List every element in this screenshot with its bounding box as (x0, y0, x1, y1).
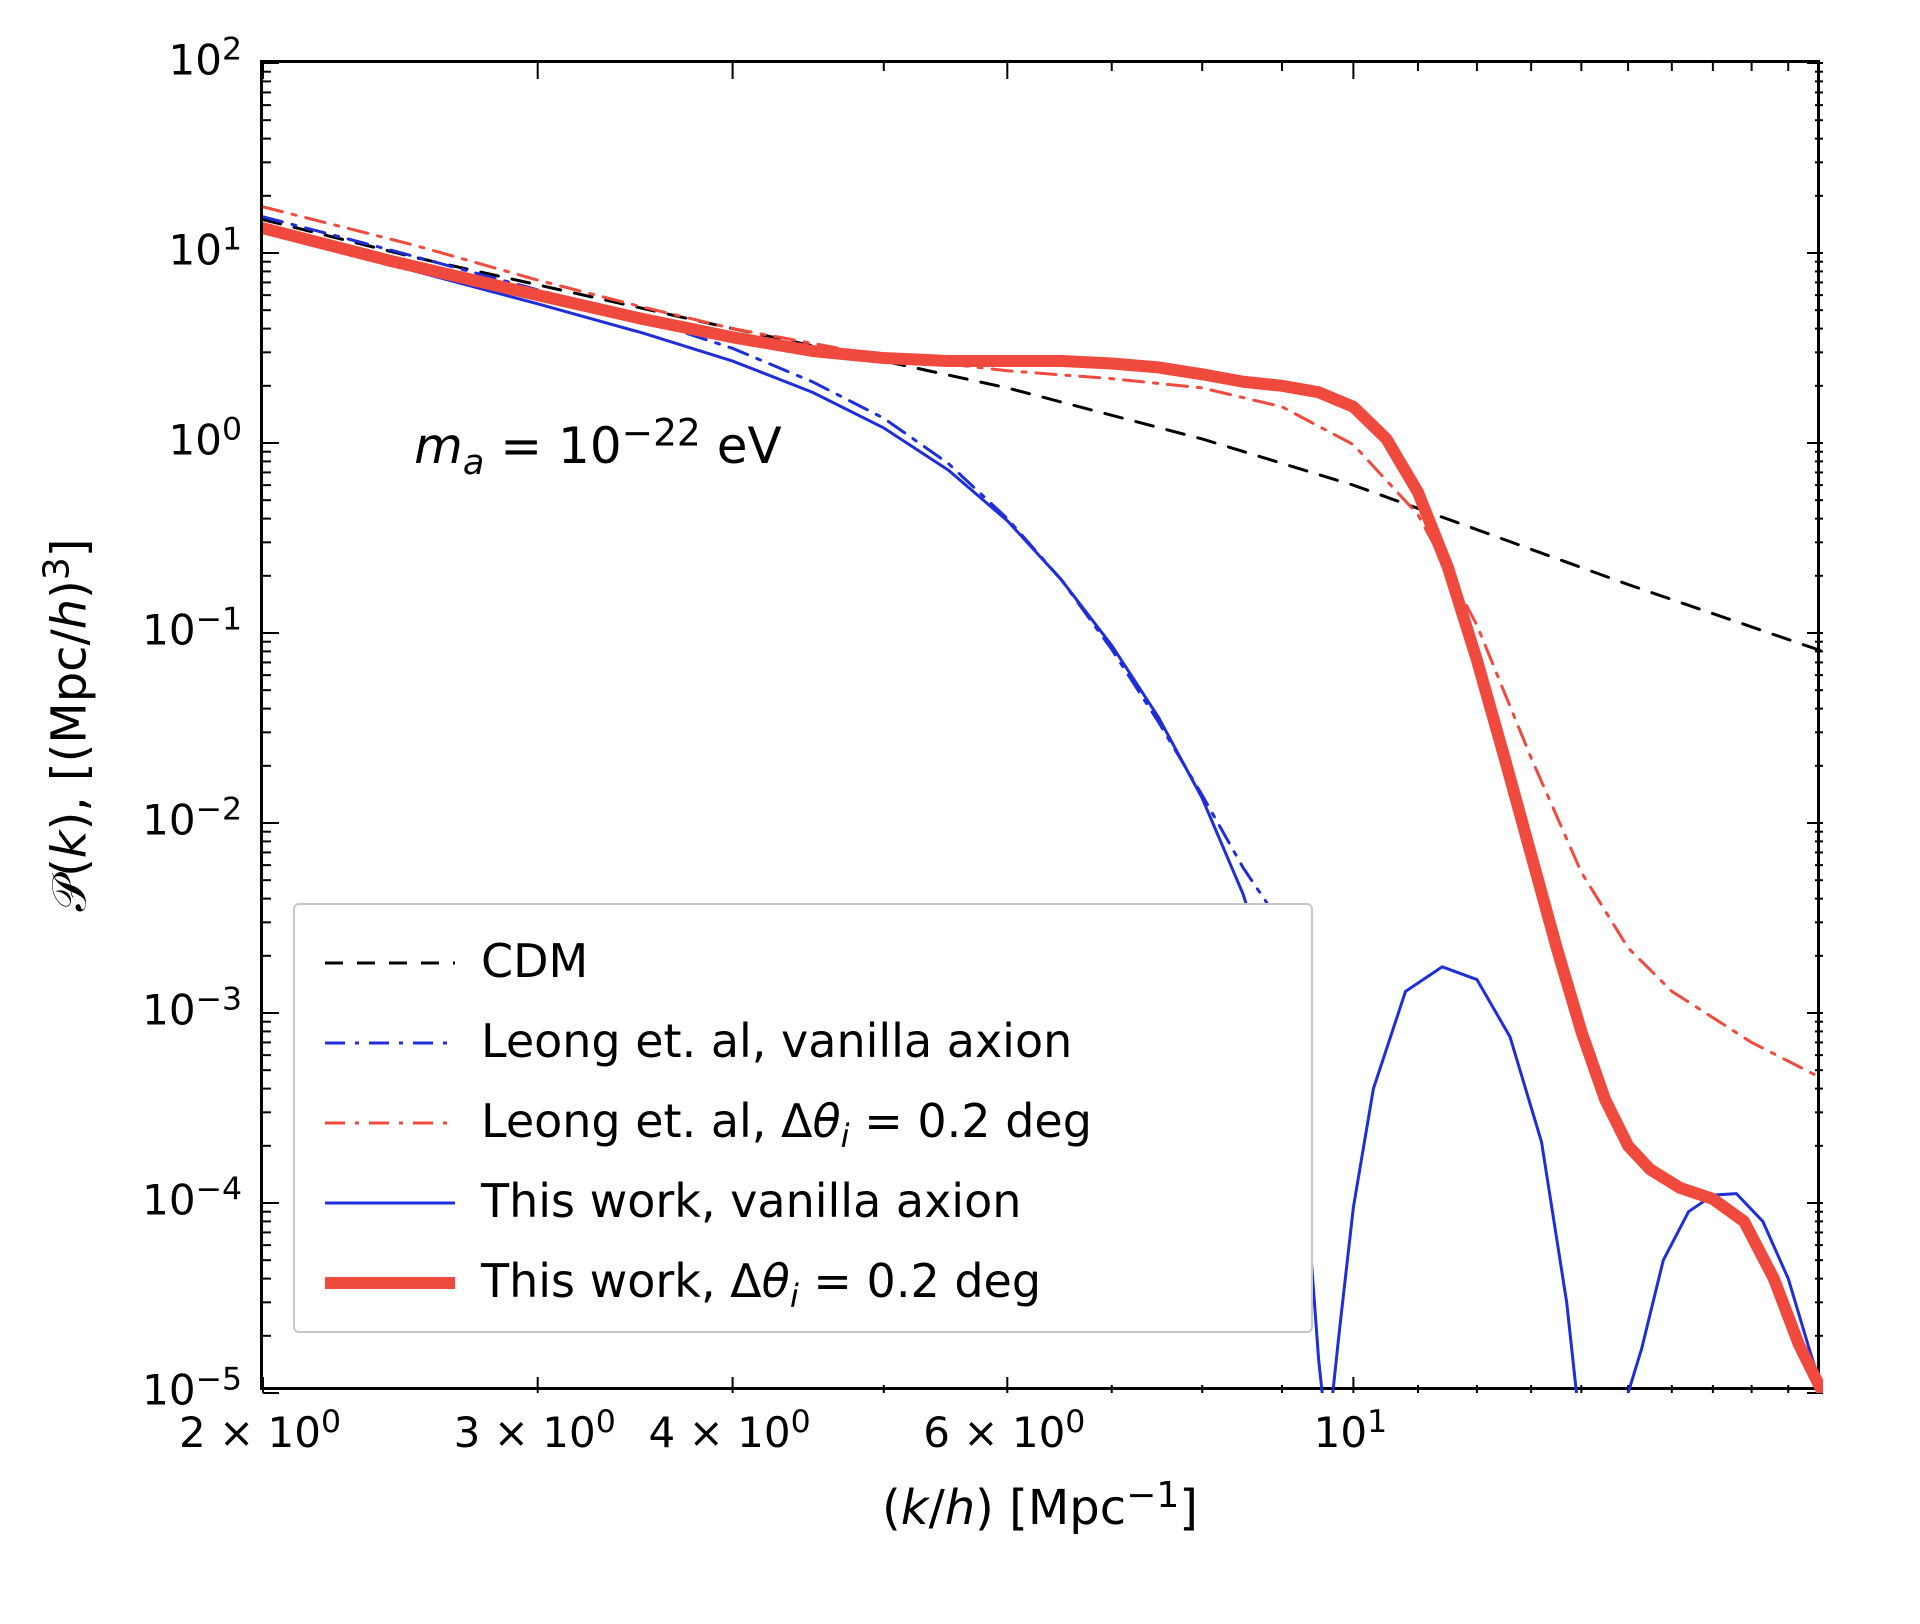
legend-entry-label: Leong et. al, Δθi = 0.2 deg (481, 1094, 1092, 1155)
x-tick-label: 101 (1314, 1408, 1388, 1457)
y-tick-label: 101 (169, 226, 243, 275)
legend-entry-label: CDM (481, 934, 588, 988)
legend-entry-label: This work, Δθi = 0.2 deg (481, 1254, 1041, 1315)
y-tick-label: 102 (169, 36, 243, 85)
x-tick-label: 6 × 100 (923, 1408, 1085, 1457)
series-line (263, 217, 1267, 903)
mass-annotation: ma = 10−22 eV (414, 417, 781, 483)
y-axis-label: 𝒫(k), [(Mpc/h)3] (42, 538, 99, 911)
x-tick-label: 4 × 100 (649, 1408, 811, 1457)
legend: CDM Leong et. al, vanilla axion Leong et. … (293, 903, 1313, 1333)
legend-entry-label: This work, vanilla axion (481, 1174, 1021, 1228)
x-tick-label: 2 × 100 (179, 1408, 341, 1457)
y-tick-label: 10−3 (142, 986, 242, 1035)
legend-entry-label: Leong et. al, vanilla axion (481, 1014, 1072, 1068)
y-tick-label: 10−1 (142, 606, 242, 655)
chart-container: 𝒫(k), [(Mpc/h)3] (k/h) [Mpc−1] 10−510−41… (0, 0, 1920, 1624)
y-tick-label: 100 (169, 416, 243, 465)
plot-area: ma = 10−22 eV CDM Leong et. al, vanilla a… (260, 60, 1820, 1390)
x-tick-label: 3 × 100 (454, 1408, 616, 1457)
y-tick-label: 10−4 (142, 1176, 242, 1225)
x-axis-label: (k/h) [Mpc−1] (882, 1480, 1198, 1536)
y-tick-label: 10−2 (142, 796, 242, 845)
